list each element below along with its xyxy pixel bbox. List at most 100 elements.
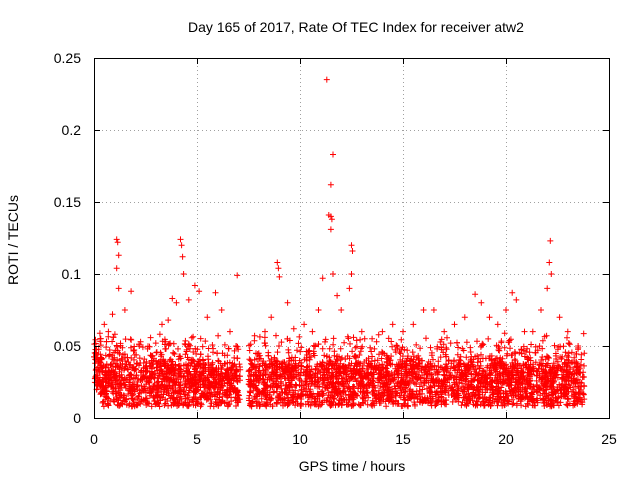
axis-ticks — [94, 58, 610, 419]
data-point — [116, 368, 123, 375]
data-point — [419, 372, 426, 379]
data-point — [274, 384, 281, 390]
data-point — [538, 357, 545, 363]
data-point — [190, 349, 197, 355]
data-point — [276, 343, 282, 349]
data-point — [539, 354, 546, 360]
data-point — [515, 396, 522, 402]
data-point — [431, 366, 438, 373]
data-point — [528, 397, 535, 404]
data-point — [441, 328, 448, 335]
data-point — [330, 271, 336, 277]
data-point — [110, 396, 117, 403]
x-tick-label: 20 — [498, 431, 514, 447]
data-point — [400, 379, 407, 386]
data-point — [117, 381, 124, 388]
data-point — [379, 328, 386, 335]
data-point — [170, 340, 177, 347]
data-point — [403, 365, 410, 371]
data-point — [169, 295, 176, 302]
data-point — [382, 364, 389, 371]
data-point — [259, 362, 266, 369]
data-point — [375, 369, 382, 376]
data-point — [153, 357, 159, 364]
data-point — [207, 371, 214, 377]
x-tick-label: 25 — [601, 431, 617, 447]
data-point — [194, 346, 201, 353]
data-point — [423, 335, 429, 342]
data-point — [559, 381, 566, 387]
data-point — [146, 363, 153, 370]
data-point — [346, 377, 353, 384]
data-point — [281, 367, 288, 374]
data-point — [461, 394, 468, 401]
data-point — [225, 402, 232, 409]
data-point — [337, 370, 344, 377]
data-point — [461, 314, 468, 321]
data-point — [97, 335, 104, 342]
data-point — [160, 360, 166, 367]
data-point — [377, 364, 384, 370]
data-point — [276, 273, 283, 280]
data-point — [557, 354, 564, 361]
data-point — [112, 380, 119, 387]
data-point — [364, 401, 371, 408]
data-point — [393, 397, 399, 404]
data-point — [385, 335, 392, 342]
data-point — [171, 400, 178, 407]
data-point — [532, 343, 539, 350]
data-point — [565, 381, 572, 388]
data-point — [118, 400, 124, 407]
data-point — [92, 336, 99, 343]
data-point — [373, 338, 380, 345]
data-point — [246, 381, 253, 388]
data-point — [564, 402, 571, 409]
data-point — [114, 343, 120, 350]
data-point — [319, 359, 326, 366]
data-point — [399, 364, 405, 370]
data-point — [330, 341, 337, 348]
data-point — [182, 351, 189, 358]
data-point — [411, 394, 417, 401]
data-point — [155, 384, 162, 391]
data-point — [348, 242, 355, 249]
data-point — [371, 387, 377, 394]
data-point — [528, 341, 535, 348]
data-point — [185, 401, 192, 408]
data-point — [135, 393, 142, 400]
data-point — [228, 382, 235, 389]
data-point — [547, 237, 554, 244]
data-point — [233, 343, 240, 349]
data-point — [475, 371, 482, 378]
data-point — [319, 375, 326, 382]
data-point — [353, 369, 360, 376]
data-point — [274, 259, 281, 266]
data-point — [107, 362, 114, 369]
data-point — [149, 385, 156, 392]
data-point — [333, 362, 340, 369]
data-point — [253, 393, 260, 400]
data-point — [364, 370, 371, 377]
data-point — [558, 387, 565, 394]
data-point — [162, 384, 169, 391]
data-point — [103, 394, 110, 401]
data-point — [344, 333, 351, 340]
data-point — [154, 389, 161, 396]
data-point — [102, 352, 109, 359]
data-point — [571, 393, 578, 400]
data-point — [361, 392, 368, 399]
data-point — [387, 357, 394, 364]
data-point — [262, 342, 269, 349]
data-point — [269, 403, 276, 410]
data-point — [483, 379, 490, 386]
data-point — [107, 398, 114, 404]
data-point — [135, 399, 142, 405]
data-point — [522, 403, 529, 410]
data-point — [124, 366, 131, 372]
data-point — [246, 356, 253, 363]
data-point — [573, 367, 580, 374]
data-point — [406, 378, 413, 385]
data-point — [219, 393, 226, 400]
data-point — [547, 367, 554, 374]
data-point — [160, 391, 167, 398]
